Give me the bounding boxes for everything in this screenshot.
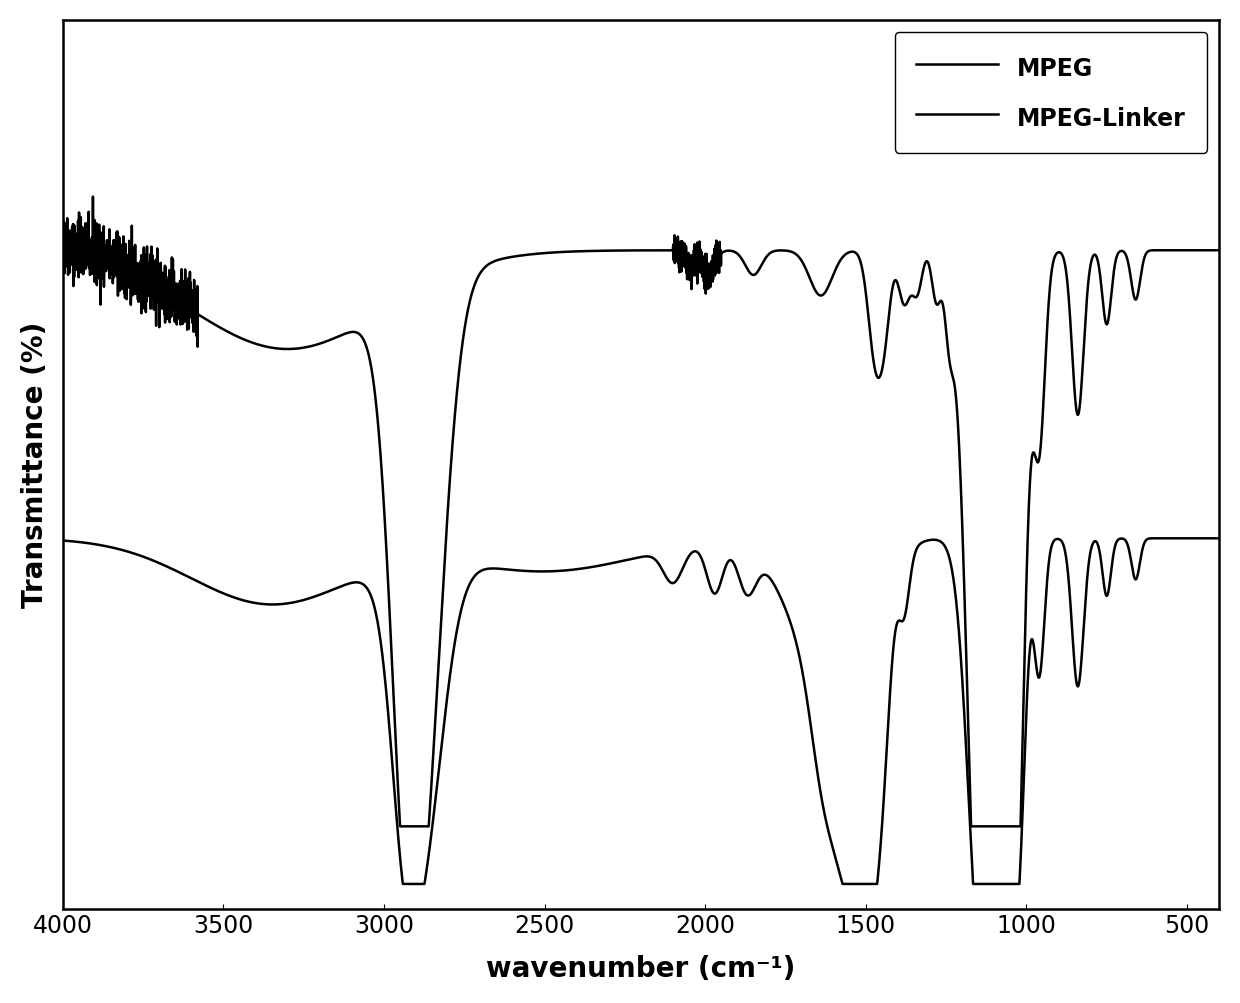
MPEG (913, 280, 928, 292)
Legend: MPEG, MPEG-Linker: MPEG, MPEG-Linker (894, 33, 1208, 153)
MPEG (975, 820, 990, 832)
MPEG (740, 264, 755, 276)
MPEG-Linker (975, 878, 990, 890)
MPEG (56, 232, 71, 244)
X-axis label: wavenumber (cm⁻¹): wavenumber (cm⁻¹) (486, 954, 796, 982)
MPEG-Linker (1211, 533, 1226, 545)
MPEG (86, 192, 100, 204)
MPEG (393, 820, 408, 832)
Line: MPEG-Linker: MPEG-Linker (63, 539, 1219, 884)
MPEG-Linker (56, 535, 71, 547)
MPEG-Linker (113, 544, 128, 556)
MPEG-Linker (913, 539, 928, 551)
Line: MPEG: MPEG (63, 198, 1219, 826)
MPEG (1211, 245, 1226, 257)
MPEG-Linker (396, 878, 410, 890)
MPEG-Linker (474, 565, 489, 577)
MPEG (474, 266, 489, 278)
MPEG (114, 260, 129, 272)
Y-axis label: Transmittance (%): Transmittance (%) (21, 322, 48, 608)
MPEG (790, 251, 805, 263)
MPEG-Linker (740, 590, 755, 602)
MPEG-Linker (790, 643, 805, 655)
